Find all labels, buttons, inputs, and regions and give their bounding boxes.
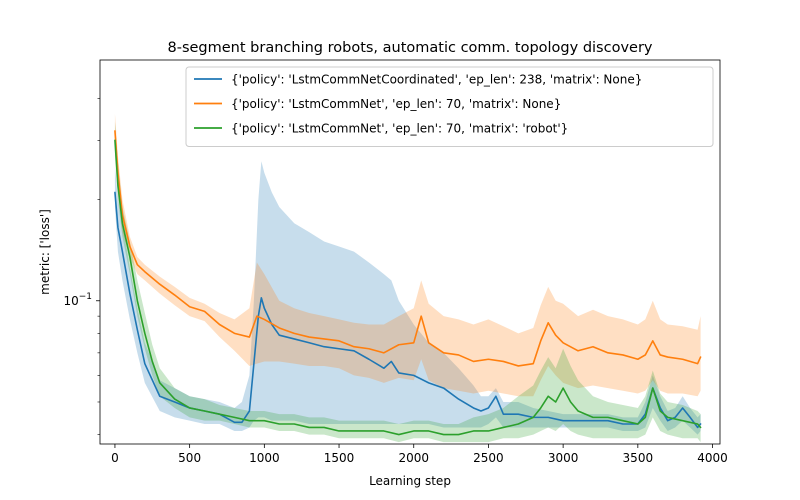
x-tick-label: 3500 [623,451,654,465]
legend-label-3: {'policy': 'LstmCommNet', 'ep_len': 70, … [231,122,568,136]
plot-frame [99,59,721,445]
series-3-band [114,122,701,443]
series-2-line [114,130,702,367]
series-2-band [114,113,701,397]
x-axis-ticks: 0 500 1000 1500 2000 2500 3000 3500 4000 [111,444,728,465]
x-tick-label: 500 [178,451,201,465]
series-1-band [114,161,701,435]
y-axis-label: metric: ['loss'] [38,209,52,295]
series-3-line [114,139,702,436]
y-axis-ticks: 10−1 [63,98,100,435]
series-lines [114,130,702,436]
confidence-bands [114,113,701,443]
x-tick-label: 0 [111,451,119,465]
x-tick-label: 2500 [473,451,504,465]
chart-title: 8-segment branching robots, automatic co… [168,40,653,56]
x-tick-label: 4000 [697,451,728,465]
x-tick-label: 3000 [548,451,579,465]
legend-label-2: {'policy': 'LstmCommNet', 'ep_len': 70, … [231,97,561,111]
x-tick-label: 1000 [249,451,280,465]
x-axis-label: Learning step [369,474,451,488]
legend-label-1: {'policy': 'LstmCommNetCoordinated', 'ep… [231,73,642,87]
legend: {'policy': 'LstmCommNetCoordinated', 'ep… [185,66,714,147]
legend-box [185,66,714,147]
y-tick-label: 10−1 [63,292,92,308]
x-tick-label: 2000 [398,451,429,465]
x-tick-label: 1500 [324,451,355,465]
